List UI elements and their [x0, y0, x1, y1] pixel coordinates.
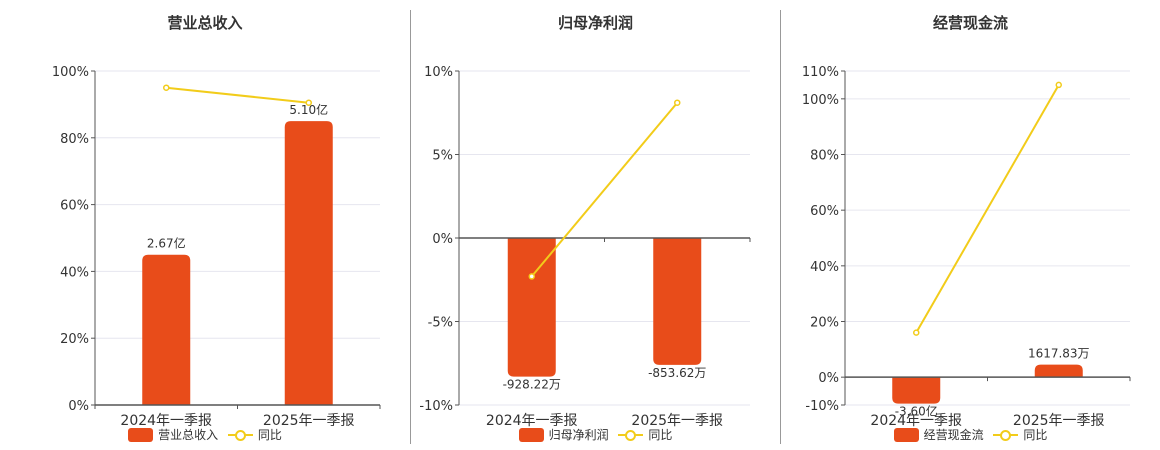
legend-item-line[interactable]: 同比: [993, 426, 1047, 443]
y-tick-label: 40%: [60, 265, 89, 280]
legend-item-bar[interactable]: 归母净利润: [518, 426, 609, 443]
yoy-point: [1055, 81, 1062, 89]
bar: [284, 121, 333, 405]
chart-legend: 归母净利润 同比: [411, 426, 780, 443]
chart-legend: 经营现金流 同比: [781, 426, 1160, 443]
chart-title: 营业总收入: [167, 14, 243, 32]
legend-bar-label: 营业总收入: [158, 428, 219, 442]
x-tick-label: 2025年一季报: [1013, 413, 1105, 429]
legend-bar-label: 经营现金流: [923, 428, 984, 442]
legend-line-label: 同比: [257, 428, 282, 442]
y-tick-label: 100%: [802, 93, 839, 108]
yoy-point: [913, 329, 920, 336]
chart-panel-net-profit: 归母净利润 -10% -5% 0% 5% 10% -928.22万 -853.62万 2024…: [411, 0, 780, 450]
chart-legend: 营业总收入 同比: [0, 426, 410, 443]
y-tick-label: 80%: [60, 132, 89, 147]
legend-bar-swatch: [518, 427, 544, 442]
chart-title: 经营现金流: [932, 14, 1008, 32]
legend-line-swatch: [227, 428, 253, 442]
bar: [892, 377, 941, 404]
yoy-point: [305, 99, 312, 106]
legend-item-line[interactable]: 同比: [227, 426, 282, 443]
legend-item-bar[interactable]: 经营现金流: [893, 426, 984, 443]
y-tick-label: 10%: [424, 65, 453, 80]
legend-item-line[interactable]: 同比: [618, 426, 672, 443]
bar: [1034, 364, 1083, 378]
yoy-point: [528, 273, 535, 280]
chart-plot-cash-flow: -10% 0% 20% 40% 60% 80% 100% 110% -3.60亿 1617.83万…: [802, 65, 1131, 429]
y-tick-label: 5%: [432, 149, 453, 164]
x-tick-label: 2024年一季报: [486, 413, 578, 429]
y-tick-label: 0%: [432, 232, 453, 247]
legend-bar-swatch: [893, 427, 919, 442]
y-tick-label: 0%: [818, 371, 839, 386]
bar: [142, 254, 191, 405]
bar-data-label: -3.60亿: [895, 404, 938, 419]
y-tick-label: -10%: [419, 399, 453, 414]
y-tick-label: 60%: [60, 199, 89, 214]
yoy-line: [530, 102, 679, 278]
y-tick-label: 20%: [60, 332, 89, 347]
legend-bar-label: 归母净利润: [548, 428, 609, 442]
bar-data-label: 1617.83万: [1028, 347, 1090, 361]
panel-divider: [410, 10, 411, 444]
bar-data-label: -928.22万: [503, 378, 561, 392]
y-tick-label: 0%: [68, 399, 89, 414]
x-tick-label: 2024年一季报: [870, 413, 962, 429]
bar-data-label: 5.10亿: [289, 102, 328, 117]
y-tick-label: 100%: [52, 65, 89, 80]
chart-plot-revenue: 0% 20% 40% 60% 80% 100% 2.67亿 5.10亿 2024年一季报 2025…: [52, 65, 381, 429]
yoy-line: [915, 84, 1060, 334]
chart-panel-revenue: 营业总收入 0% 20% 40% 60% 80% 100% 2.67亿 5.10亿 2024年一…: [0, 0, 410, 450]
chart-title: 归母净利润: [557, 14, 633, 32]
y-tick-label: 20%: [810, 316, 839, 331]
legend-line-label: 同比: [1023, 428, 1048, 442]
yoy-point: [163, 84, 170, 91]
legend-line-swatch: [618, 428, 644, 442]
panel-divider: [780, 10, 781, 444]
y-tick-label: 110%: [802, 65, 839, 80]
y-tick-label: 60%: [810, 204, 839, 219]
y-tick-label: -5%: [428, 316, 453, 331]
x-tick-label: 2024年一季报: [120, 413, 212, 429]
legend-line-swatch: [993, 428, 1019, 442]
bar-data-label: 2.67亿: [147, 236, 186, 251]
chart-panel-cash-flow: 经营现金流 -10% 0% 20% 40% 60% 80% 100% 110% -3.60亿 16…: [781, 0, 1160, 450]
yoy-point: [674, 99, 681, 106]
y-tick-label: 80%: [810, 149, 839, 164]
chart-plot-net-profit: -10% -5% 0% 5% 10% -928.22万 -853.62万 2024年一季报 20…: [419, 65, 751, 429]
x-tick-label: 2025年一季报: [631, 413, 723, 429]
bar: [653, 238, 702, 365]
bar: [507, 238, 556, 377]
bar-data-label: -853.62万: [648, 366, 706, 380]
yoy-line: [166, 86, 309, 104]
legend-bar-swatch: [128, 427, 154, 442]
legend-line-label: 同比: [648, 428, 673, 442]
x-tick-label: 2025年一季报: [263, 413, 355, 429]
y-tick-label: -10%: [805, 399, 839, 414]
y-tick-label: 40%: [810, 260, 839, 275]
legend-item-bar[interactable]: 营业总收入: [128, 426, 218, 443]
